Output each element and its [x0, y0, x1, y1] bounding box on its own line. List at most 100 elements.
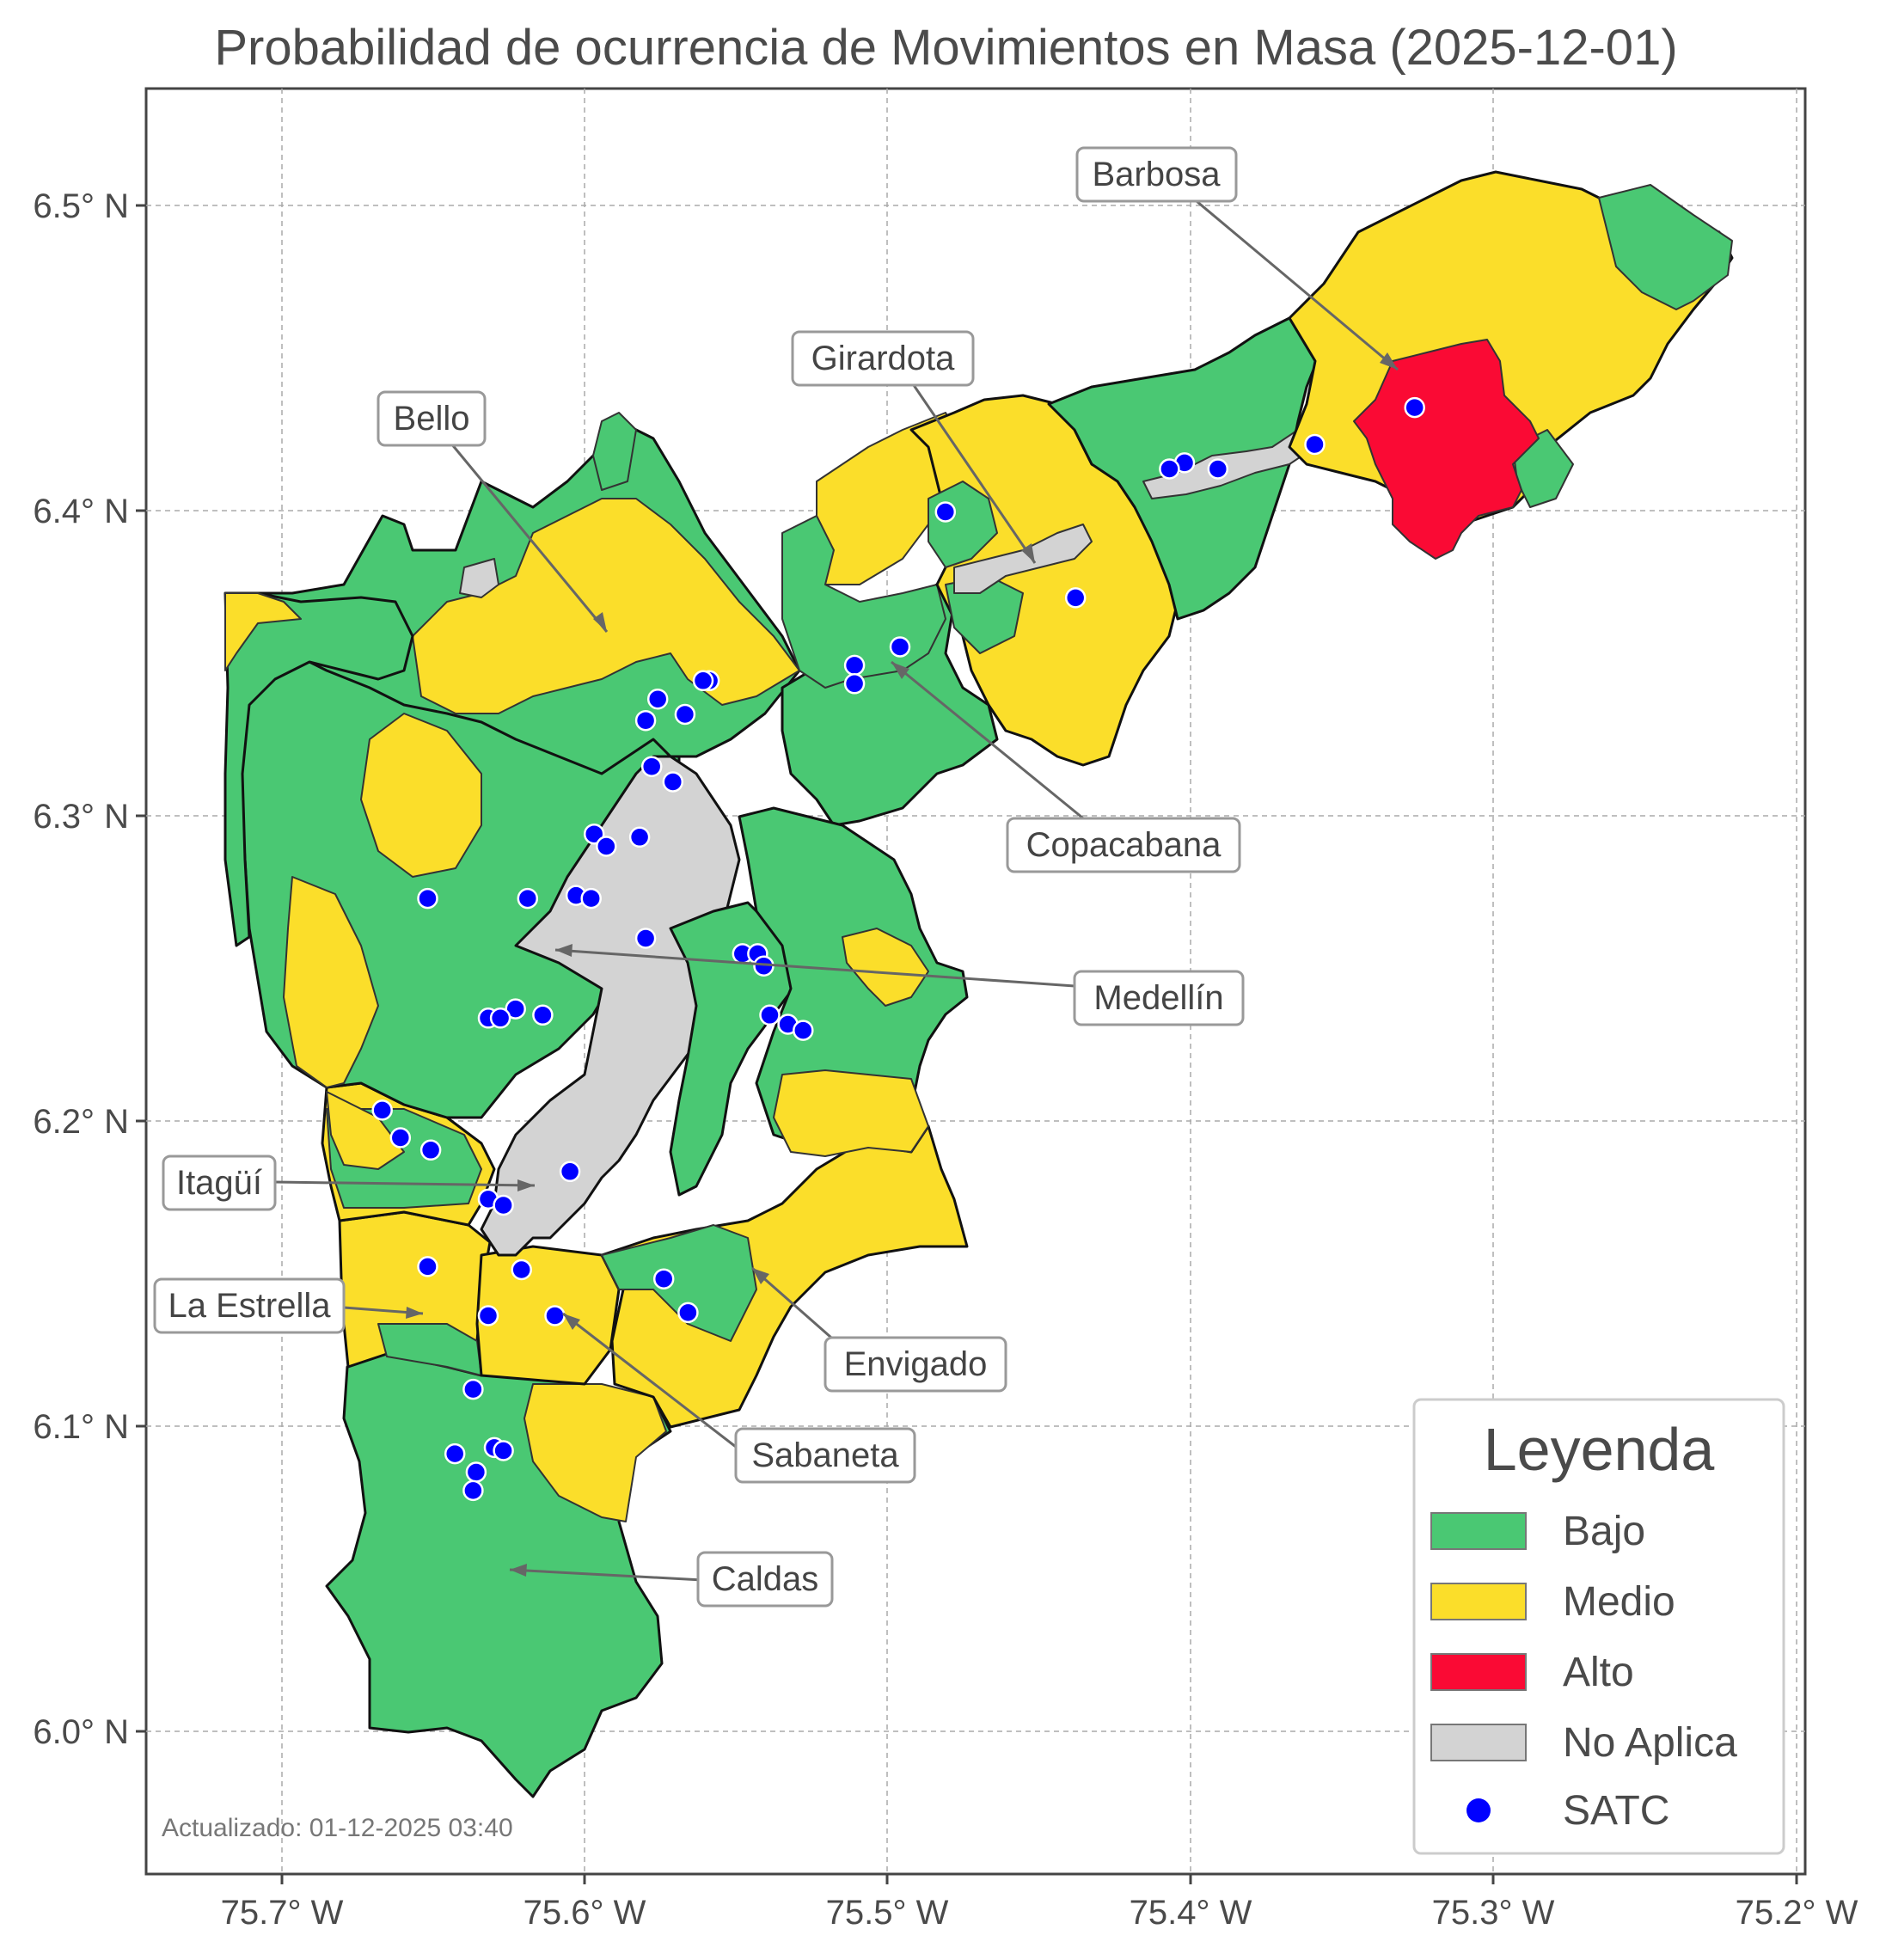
satc-station-marker [646, 688, 669, 710]
satc-station-marker [511, 1259, 532, 1281]
satc-station-marker [462, 1479, 484, 1502]
callout-envigado: Envigado [844, 1345, 988, 1383]
update-timestamp: Actualizado: 01-12-2025 03:40 [162, 1814, 513, 1842]
satc-station-marker [462, 1378, 484, 1400]
callout-box [824, 1336, 1007, 1393]
map-title: Probabilidad de ocurrencia de Movimiento… [214, 20, 1678, 76]
callout-box [1073, 970, 1245, 1026]
satc-station-marker [544, 1305, 566, 1326]
satc-station-marker [580, 887, 602, 910]
x-tick-label: 75.3° W [1432, 1894, 1555, 1932]
zone-far-west-medio [224, 592, 302, 671]
zone-girardota-no-aplica [953, 524, 1093, 594]
callout-box [1075, 146, 1238, 203]
legend-marker-satc [1466, 1798, 1491, 1822]
legend-swatch-medio [1430, 1583, 1527, 1620]
arrow-bello [445, 438, 609, 633]
satc-station-marker [505, 998, 526, 1020]
x-tick-labels: 75.7° W 75.6° W 75.5° W 75.4° W 75.3° W … [221, 1894, 1858, 1932]
satc-station-marker [662, 771, 684, 793]
callout-sabaneta: Sabaneta [751, 1436, 899, 1474]
region-medellin-urban [480, 755, 741, 1257]
satc-station-marker [559, 1161, 581, 1183]
satc-station-marker [889, 636, 911, 658]
arrowhead-caldas [510, 1564, 527, 1577]
satc-station-marker [1159, 458, 1180, 480]
arrow-itagui [274, 1180, 536, 1187]
legend-label-bajo: Bajo [1563, 1509, 1645, 1554]
zone-west-medio-1 [283, 876, 379, 1088]
callouts [274, 191, 1399, 1582]
satc-station-marker [1207, 458, 1229, 480]
satc-station-marker [444, 1442, 466, 1465]
x-tick-label: 75.5° W [826, 1894, 949, 1932]
callout-boxes: Barbosa Girardota Bello Copacabana Medel… [153, 146, 1245, 1608]
satc-station-marker [640, 756, 663, 777]
satc-station-marker [759, 1004, 781, 1026]
arrow-girardota [903, 371, 1037, 564]
y-tick-label: 6.3° N [33, 798, 129, 836]
legend-swatch-alto [1430, 1653, 1527, 1691]
satc-stations [371, 396, 1425, 1502]
callout-la-estrella: La Estrella [168, 1287, 332, 1325]
arrowhead-barbosa [1380, 352, 1398, 370]
satc-station-marker [634, 709, 657, 732]
y-tick-label: 6.1° N [33, 1408, 129, 1446]
arrowhead-bello [593, 612, 607, 632]
satc-station-marker [628, 826, 651, 848]
legend: Leyenda Bajo Medio Alto No Aplica SATC [1412, 1398, 1785, 1855]
satc-station-marker [371, 1099, 393, 1121]
legend-swatch-no-aplica [1430, 1724, 1527, 1761]
legend-title: Leyenda [1484, 1416, 1715, 1483]
callout-box [153, 1277, 346, 1334]
legend-label-medio: Medio [1563, 1579, 1675, 1625]
zone-alto [1353, 339, 1540, 560]
satc-station-marker [843, 654, 866, 677]
satc-station-marker [493, 1194, 514, 1216]
satc-station-marker [793, 1020, 814, 1041]
callout-box [696, 1551, 834, 1608]
satc-station-marker [517, 887, 539, 910]
callout-barbosa: Barbosa [1093, 156, 1222, 193]
zone-envigado-bajo [601, 1224, 757, 1342]
callout-itagui: Itagüí [176, 1164, 262, 1202]
y-tick-label: 6.2° N [33, 1103, 129, 1141]
callout-bello: Bello [394, 400, 470, 438]
callout-box [162, 1155, 277, 1211]
arrow-medellin [554, 948, 1075, 988]
region-far-west [223, 591, 414, 947]
satc-station-marker [934, 501, 957, 523]
x-tick-label: 75.6° W [524, 1894, 646, 1932]
arrowhead-envigado [752, 1268, 769, 1284]
y-tick-label: 6.4° N [33, 493, 129, 530]
satc-station-marker [652, 1268, 675, 1289]
region-medellin-east [738, 806, 969, 1154]
zone-bello-bajo-2 [592, 412, 637, 491]
satc-station-marker [389, 1127, 412, 1148]
arrowhead-copacabana [891, 662, 909, 679]
satc-station-marker [1304, 433, 1326, 456]
satc-station-marker [417, 1256, 438, 1277]
x-tick-label: 75.7° W [221, 1894, 344, 1932]
satc-station-marker [843, 673, 866, 695]
map-layers [223, 170, 1734, 1798]
callout-box [1006, 817, 1241, 873]
callout-girardota: Girardota [811, 340, 955, 377]
callout-medellin: Medellín [1093, 979, 1223, 1017]
x-tick-label: 75.4° W [1130, 1894, 1252, 1932]
satc-station-marker [596, 836, 617, 857]
legend-swatch-bajo [1430, 1512, 1527, 1550]
satc-station-marker [419, 1139, 442, 1161]
arrow-copacabana [891, 660, 1093, 827]
satc-station-marker [532, 1004, 554, 1026]
arrowhead-la-estrella [406, 1307, 423, 1319]
satc-station-marker [477, 1305, 499, 1326]
callout-caldas: Caldas [712, 1560, 819, 1598]
callout-box [791, 330, 975, 387]
zone-caldas-medio [524, 1383, 667, 1522]
arrow-barbosa [1185, 191, 1399, 371]
satc-station-marker [634, 928, 657, 949]
arrow-caldas [509, 1568, 703, 1582]
satc-station-marker [674, 703, 696, 726]
